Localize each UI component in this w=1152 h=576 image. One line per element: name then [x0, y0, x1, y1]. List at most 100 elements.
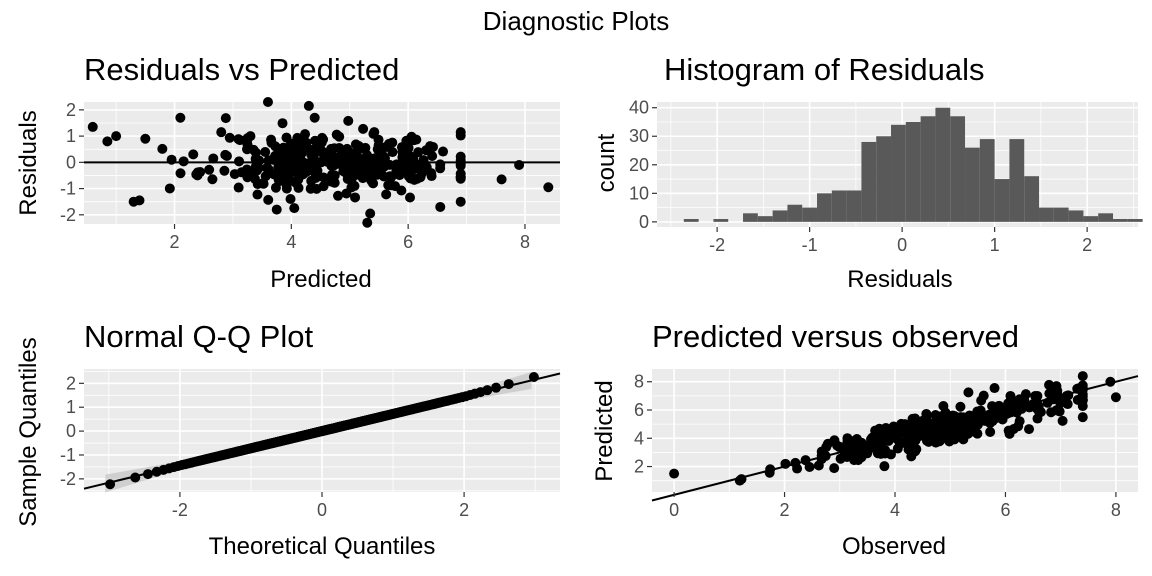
observation-point [780, 458, 791, 469]
observation-point [821, 442, 832, 453]
residual-point [358, 123, 369, 134]
x-tick-label: 0 [317, 500, 327, 520]
residual-point [251, 165, 262, 176]
residual-point [345, 167, 356, 178]
residual-point [175, 168, 186, 179]
residual-point [233, 134, 244, 145]
observation-point [976, 395, 987, 406]
observation-point [987, 416, 998, 427]
histogram-bar [1039, 207, 1054, 222]
observation-point [925, 420, 936, 431]
histogram-bar [683, 219, 699, 222]
observation-point [903, 435, 914, 446]
residual-point [288, 162, 299, 173]
histogram-bar [1068, 210, 1084, 222]
residual-point [381, 189, 392, 200]
qq-point [528, 371, 539, 382]
observation-point [813, 460, 824, 471]
x-tick-label: 1 [990, 235, 1000, 255]
observation-point [832, 440, 843, 451]
residual-point [260, 146, 271, 157]
residual-point [289, 203, 300, 214]
x-tick-label: 4 [286, 232, 296, 252]
residual-point [293, 174, 304, 185]
residual-point [263, 194, 274, 205]
observation-point [876, 425, 887, 436]
residual-point [455, 160, 466, 171]
residual-point [329, 143, 340, 154]
histogram-bar [846, 190, 862, 222]
residual-point [362, 217, 373, 228]
observation-point [1051, 405, 1062, 416]
observation-point [912, 427, 923, 438]
observation-point [1062, 399, 1073, 410]
residual-point [134, 195, 145, 206]
y-axis-label: Predicted [591, 380, 618, 481]
observation-point [804, 462, 815, 473]
residual-point [543, 182, 554, 193]
y-axis-label: Sample Quantiles [15, 337, 42, 526]
residual-point [157, 143, 168, 154]
residual-point [102, 136, 113, 147]
residual-point [301, 137, 312, 148]
residual-point [254, 155, 265, 166]
residual-point [309, 112, 320, 123]
y-axis-label: Residuals [15, 110, 42, 215]
y-tick-label: -1 [60, 445, 76, 465]
residual-point [207, 174, 218, 185]
y-tick-label: 2 [66, 373, 76, 393]
y-tick-label: 4 [634, 428, 644, 448]
y-tick-label: 6 [634, 400, 644, 420]
x-tick-label: 8 [520, 232, 530, 252]
residual-point [111, 131, 122, 142]
residual-point [350, 192, 361, 203]
residual-point [387, 137, 398, 148]
histogram-bar [1127, 219, 1143, 222]
residual-point [233, 182, 244, 193]
observation-point [842, 445, 853, 456]
y-tick-label: 20 [629, 155, 649, 175]
histogram-bar [1009, 139, 1025, 222]
residual-point [188, 149, 199, 160]
observation-point [1032, 413, 1043, 424]
observation-point [941, 410, 952, 421]
observation-point [1024, 424, 1035, 435]
histogram-bar [1098, 213, 1114, 222]
residual-point [514, 159, 525, 170]
residual-point [278, 142, 289, 153]
observation-point [764, 467, 775, 478]
observation-point [908, 446, 919, 457]
residual-point [438, 146, 449, 157]
residual-point [415, 172, 426, 183]
histogram-bar [1113, 219, 1128, 222]
observation-point [842, 436, 853, 447]
qq-point [491, 382, 502, 393]
residual-point [334, 131, 345, 142]
histogram-bar [1083, 216, 1099, 222]
observation-point [963, 387, 974, 398]
x-tick-label: 2 [170, 232, 180, 252]
histogram-bar [1024, 176, 1040, 222]
observation-point [955, 401, 966, 412]
residual-point [376, 142, 387, 153]
qq-point [482, 385, 493, 396]
observation-point [1003, 398, 1014, 409]
y-tick-label: 2 [634, 457, 644, 477]
qq-point [503, 379, 514, 390]
observation-point [1049, 391, 1060, 402]
residual-point [455, 196, 466, 207]
residual-point [234, 156, 245, 167]
histogram-bar [891, 124, 906, 222]
residual-point [333, 190, 344, 201]
observation-point [816, 450, 827, 461]
residual-point [300, 129, 311, 140]
observation-point [941, 426, 952, 437]
residual-point [384, 171, 395, 182]
normal-qq-panel: Normal Q-Q Plot Theoretical Quantiles Sa… [15, 319, 561, 560]
observation-point [1030, 402, 1041, 413]
y-axis-label: count [593, 133, 620, 192]
histogram-bar [994, 179, 1010, 222]
observation-point [1072, 383, 1083, 394]
residual-point [394, 170, 405, 181]
residual-point [353, 140, 364, 151]
